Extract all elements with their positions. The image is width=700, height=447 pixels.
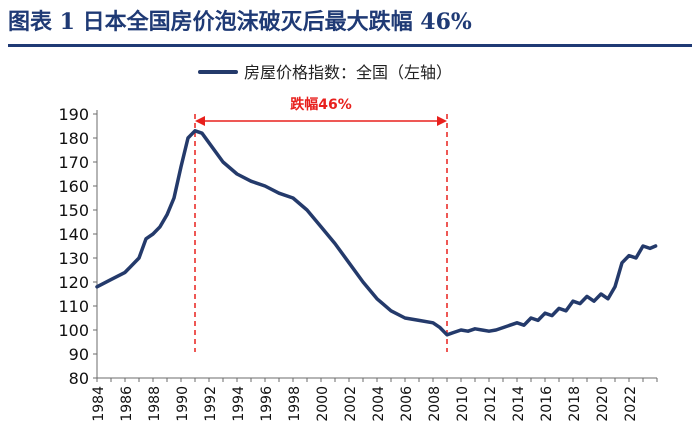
x-tick-label: 1986 <box>119 386 135 422</box>
x-tick-label: 2022 <box>623 386 639 422</box>
x-tick-label: 2002 <box>343 386 359 422</box>
x-tick-label: 1992 <box>203 386 219 422</box>
y-tick-label: 110 <box>58 297 89 316</box>
series-line <box>95 129 658 337</box>
x-tick-label: 1988 <box>147 386 163 422</box>
x-tick-label: 1994 <box>231 386 247 422</box>
y-tick-label: 150 <box>58 201 89 220</box>
x-tick-label: 2012 <box>483 386 499 422</box>
x-tick-label: 2000 <box>315 386 331 422</box>
x-tick-label: 2006 <box>399 386 415 422</box>
y-tick-label: 140 <box>58 225 89 244</box>
range-arrow-head-right <box>437 116 447 126</box>
y-tick-label: 90 <box>69 345 89 364</box>
range-arrow-label: 跌幅46% <box>290 96 352 113</box>
y-tick-label: 160 <box>58 177 89 196</box>
legend-label: 房屋价格指数：全国（左轴） <box>244 63 452 82</box>
y-tick-label: 120 <box>58 273 89 292</box>
title-rule <box>8 44 692 47</box>
y-tick-label: 190 <box>58 105 89 124</box>
x-tick-label: 2016 <box>539 386 555 422</box>
x-tick-label: 1984 <box>91 386 107 422</box>
x-tick-label: 2010 <box>455 386 471 422</box>
x-tick-label: 1996 <box>259 386 275 422</box>
y-tick-label: 180 <box>58 129 89 148</box>
y-tick-label: 170 <box>58 153 89 172</box>
x-tick-label: 2004 <box>371 386 387 422</box>
chart-title: 图表 1 日本全国房价泡沫破灭后最大跌幅 46% <box>8 9 472 35</box>
x-tick-label: 2020 <box>595 386 611 422</box>
y-tick-label: 100 <box>58 321 89 340</box>
x-tick-label: 1998 <box>287 386 303 422</box>
y-tick-label: 130 <box>58 249 89 268</box>
x-tick-label: 2008 <box>427 386 443 422</box>
y-tick-label: 80 <box>69 369 89 388</box>
x-tick-label: 1990 <box>175 386 191 422</box>
x-tick-label: 2014 <box>511 386 527 422</box>
range-arrow-head-left <box>195 116 205 126</box>
x-tick-label: 2018 <box>567 386 583 422</box>
